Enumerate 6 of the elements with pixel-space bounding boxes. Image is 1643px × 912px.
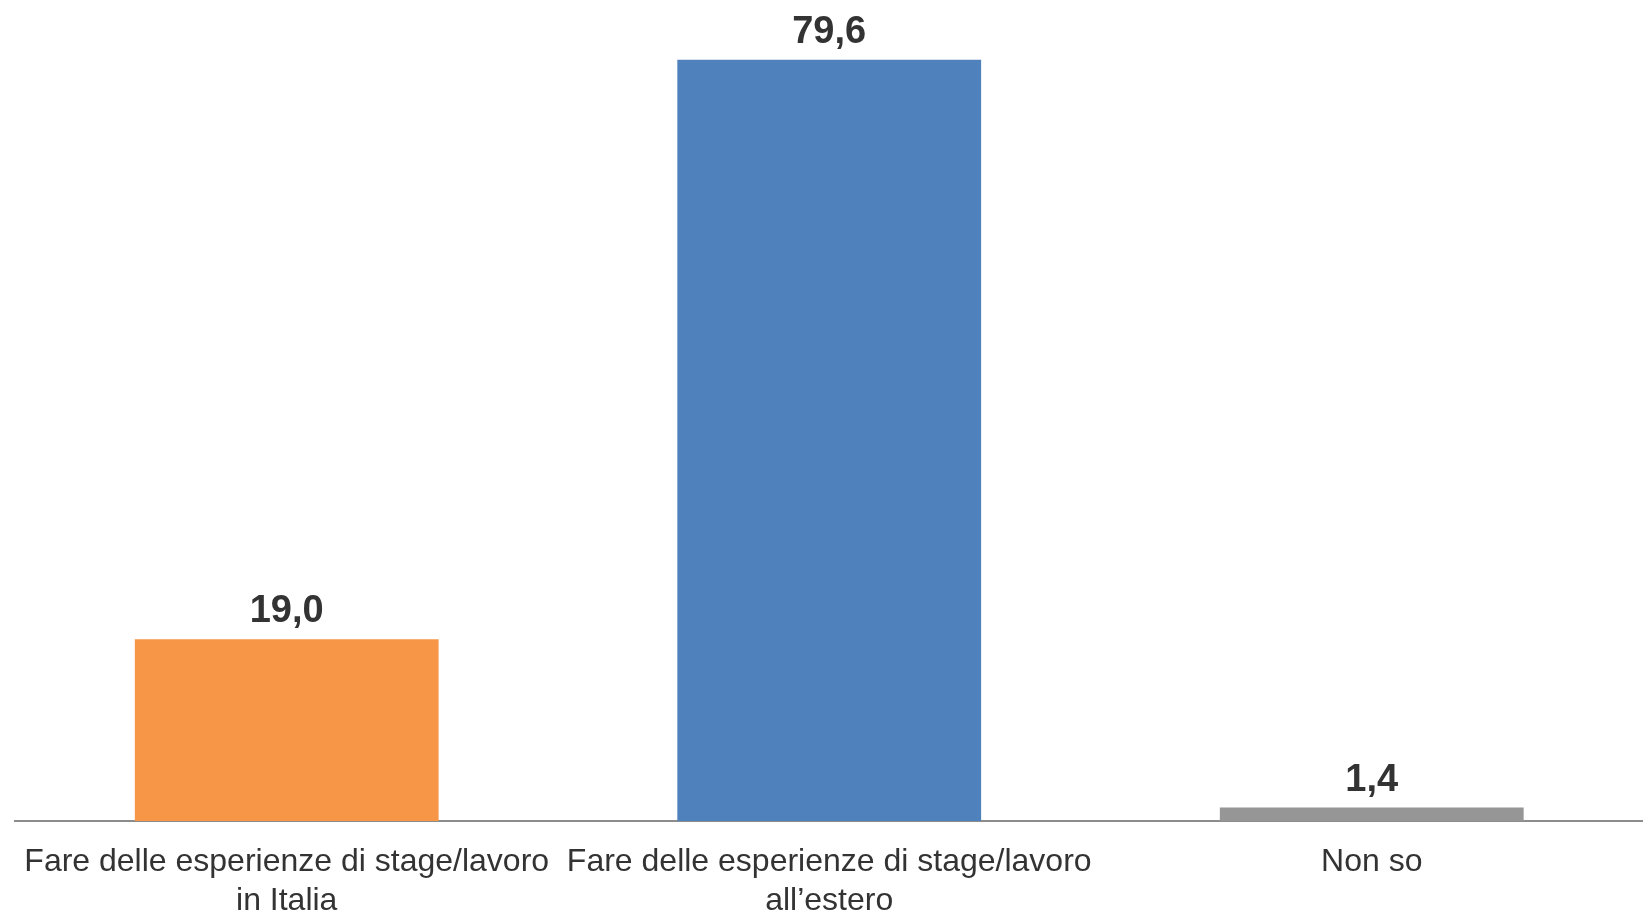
x-tick-label: Non so <box>1321 842 1423 879</box>
data-label: 1,4 <box>1345 756 1399 799</box>
data-label: 19,0 <box>249 588 324 631</box>
data-label: 79,6 <box>792 8 867 51</box>
x-tick-label: Fare delle esperienze di stage/lavoro in Italia <box>24 842 550 912</box>
x-tick-label: Fare delle esperienze di stage/lavoro all’estero <box>566 842 1092 912</box>
